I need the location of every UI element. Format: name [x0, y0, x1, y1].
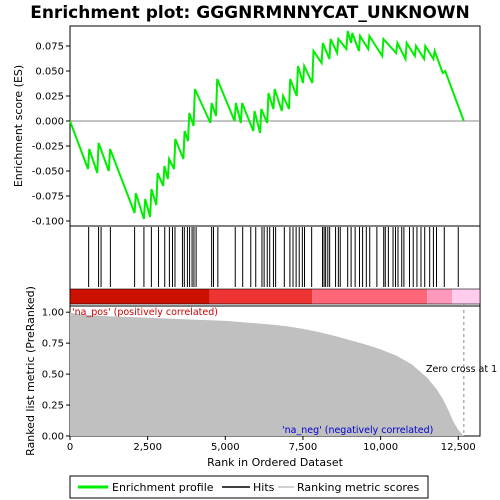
legend: Enrichment profile Hits Ranking metric s…	[69, 475, 429, 499]
legend-label-hits: Hits	[253, 481, 275, 494]
x-tick-label: 10,000	[363, 442, 398, 453]
rank-color-bar	[69, 288, 481, 305]
color-bar-segment	[312, 289, 428, 304]
hit-lines	[88, 227, 459, 287]
es-y-tick-label: -0.100	[32, 217, 64, 228]
color-bar-segment	[70, 289, 210, 304]
rank-y-tick-label: 0.50	[42, 370, 64, 381]
x-tick-label: 2,500	[133, 442, 162, 453]
x-tick-label: 7,500	[289, 442, 318, 453]
color-bar-segment	[209, 289, 313, 304]
es-y-tick-label: -0.075	[32, 192, 64, 203]
rank-x-axis: 0 2,500 5,000 7,500 10,000 12,500	[67, 436, 476, 453]
rank-y-tick-label: 0.25	[42, 401, 64, 412]
es-y-axis: 0.075 0.050 0.025 0.000 -0.025 -0.050 -0.075 -0…	[32, 42, 70, 228]
es-y-tick-label: 0.000	[35, 117, 64, 128]
color-bar-segment	[427, 289, 453, 304]
es-y-tick-label: 0.050	[35, 67, 64, 78]
es-panel: 0.075 0.050 0.025 0.000 -0.025 -0.050 -0.075 -0…	[12, 25, 481, 228]
es-panel-frame	[69, 25, 481, 227]
pos-correlated-label: 'na_pos' (positively correlated)	[72, 307, 218, 318]
zero-cross-label: Zero cross at 1	[426, 364, 497, 375]
legend-label-ranking: Ranking metric scores	[297, 481, 419, 494]
es-y-axis-label: Enrichment score (ES)	[12, 65, 25, 187]
x-axis-label: Rank in Ordered Dataset	[207, 456, 344, 469]
series-enrichment-profile	[69, 30, 465, 220]
rank-y-axis-label: Ranked list metric (PreRanked)	[24, 286, 37, 456]
legend-label-enrichment: Enrichment profile	[112, 481, 214, 494]
hits-panel	[69, 225, 481, 307]
es-y-tick-label: -0.050	[32, 167, 64, 178]
color-bar-segment	[452, 289, 480, 304]
es-y-tick-label: -0.025	[32, 142, 64, 153]
rank-y-axis: 1.00 0.75 0.50 0.25 0.00	[42, 308, 70, 443]
rank-panel: 1.00 0.75 0.50 0.25 0.00 0 2,500 5,000 7,500 10,…	[24, 286, 497, 469]
rank-y-tick-label: 0.00	[42, 432, 64, 443]
x-tick-label: 5,000	[211, 442, 240, 453]
color-bar-outline	[69, 288, 481, 305]
neg-correlated-label: 'na_neg' (negatively correlated)	[282, 425, 433, 436]
es-y-tick-label: 0.075	[35, 42, 64, 53]
ranking-metric-area	[70, 312, 464, 436]
x-tick-label: 12,500	[441, 442, 476, 453]
es-y-tick-label: 0.025	[35, 92, 64, 103]
chart-title: Enrichment plot: GGGNRMNNYCAT_UNKNOWN	[30, 3, 470, 23]
rank-y-tick-label: 1.00	[42, 308, 64, 319]
x-tick-label: 0	[67, 442, 73, 453]
rank-y-tick-label: 0.75	[42, 339, 64, 350]
